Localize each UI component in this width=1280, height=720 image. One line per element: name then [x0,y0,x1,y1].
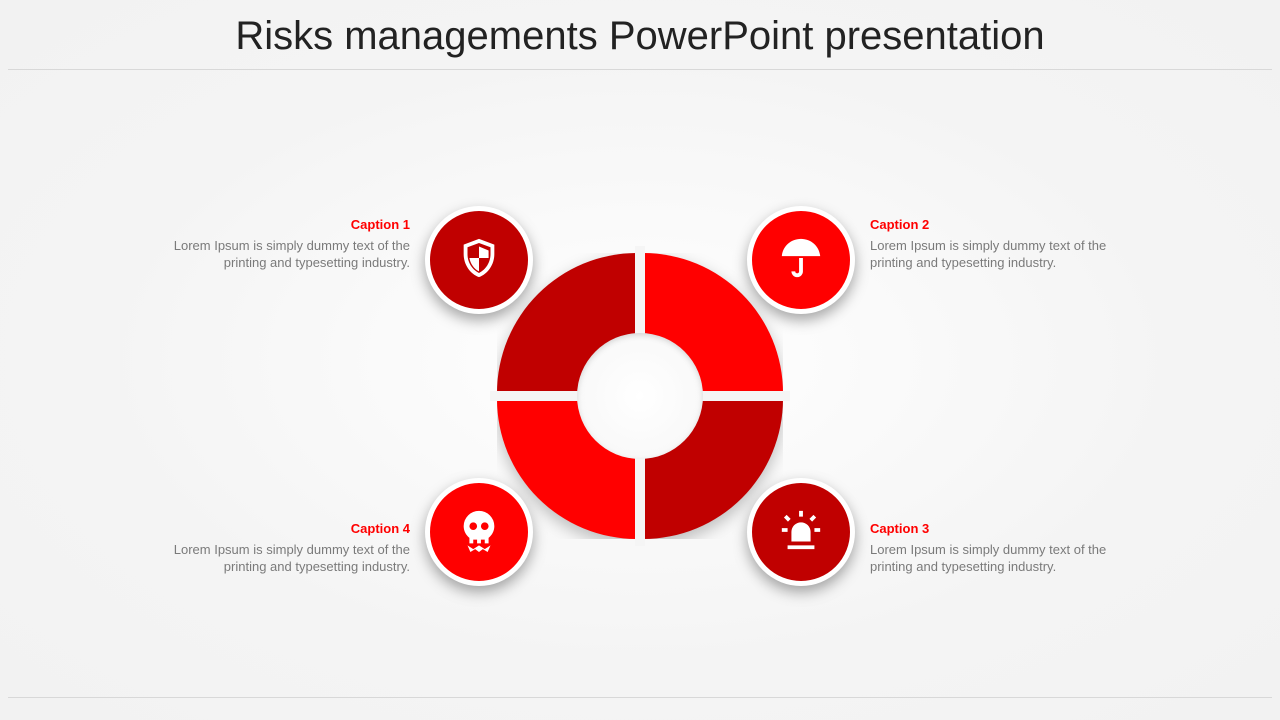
badge-bottom-right [747,478,855,586]
caption-2-heading: Caption 2 [870,216,1150,234]
caption-2-text: Lorem Ipsum is simply dummy text of the … [870,237,1150,272]
caption-2: Caption 2 Lorem Ipsum is simply dummy te… [870,216,1150,272]
badge-top-left [425,206,533,314]
caption-1-heading: Caption 1 [130,216,410,234]
caption-4-heading: Caption 4 [130,520,410,538]
caption-1-text: Lorem Ipsum is simply dummy text of the … [130,237,410,272]
caption-1: Caption 1 Lorem Ipsum is simply dummy te… [130,216,410,272]
ring-hole [577,333,703,459]
caption-4: Caption 4 Lorem Ipsum is simply dummy te… [130,520,410,576]
caption-4-text: Lorem Ipsum is simply dummy text of the … [130,541,410,576]
caption-3: Caption 3 Lorem Ipsum is simply dummy te… [870,520,1150,576]
umbrella-icon [778,235,824,286]
title-divider [8,69,1272,70]
slide-title: Risks managements PowerPoint presentatio… [0,0,1280,69]
caption-3-text: Lorem Ipsum is simply dummy text of the … [870,541,1150,576]
badge-bottom-left [425,478,533,586]
shield-icon [456,235,502,286]
ring-diagram: Caption 1 Lorem Ipsum is simply dummy te… [500,256,780,536]
skull-icon [456,507,502,558]
bottom-divider [8,697,1272,698]
badge-top-right [747,206,855,314]
siren-icon [778,507,824,558]
caption-3-heading: Caption 3 [870,520,1150,538]
